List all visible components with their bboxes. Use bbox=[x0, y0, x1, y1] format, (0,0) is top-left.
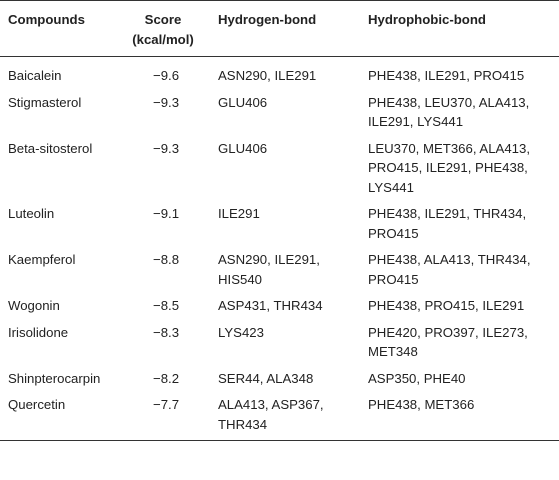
cell-hydrogen-bond: SER44, ALA348 bbox=[218, 370, 314, 386]
header-hydrophobic-bond: Hydrophobic-bond bbox=[360, 0, 559, 57]
cell-hydrophobic-bond: PHE438, PRO415, ILE291 bbox=[368, 298, 525, 313]
header-hydrogen-bond: Hydrogen-bond bbox=[210, 0, 360, 57]
cell-score: −7.7 bbox=[116, 390, 210, 441]
cell-compound: Luteolin bbox=[8, 206, 55, 221]
cell-hydrophobic-bond: PHE438, ILE291, THR434, PRO415 bbox=[368, 206, 527, 241]
cell-hydrogen-bond: LYS423 bbox=[218, 324, 264, 340]
cell-hydrophobic-bond: PHE438, ILE291, PRO415 bbox=[368, 68, 525, 83]
cell-compound: Kaempferol bbox=[8, 252, 76, 267]
cell-hydrophobic-bond: PHE438, ALA413, THR434, PRO415 bbox=[368, 252, 531, 287]
cell-hydrophobic-bond: ASP350, PHE40 bbox=[368, 370, 466, 386]
cell-score: −8.2 bbox=[153, 370, 180, 386]
table-header: Compounds Score (kcal/mol) Hydrogen-bond… bbox=[0, 0, 559, 57]
cell-score: −8.8 bbox=[153, 252, 180, 267]
cell-hydrophobic-bond: PHE438, LEU370, ALA413, ILE291, LYS441 bbox=[368, 94, 530, 130]
table-row: Beta-sitosterol −9.3 GLU406 LEU370, MET3… bbox=[0, 134, 559, 200]
cell-compound: Shinpterocarpin bbox=[8, 370, 101, 386]
cell-hydrogen-bond: ASN290, ILE291, HIS540 bbox=[218, 252, 320, 287]
docking-results-table: Compounds Score (kcal/mol) Hydrogen-bond… bbox=[0, 0, 559, 441]
table-row: Shinpterocarpin −8.2 SER44, ALA348 ASP35… bbox=[0, 364, 559, 391]
cell-compound: Stigmasterol bbox=[8, 94, 82, 110]
cell-hydrophobic-bond: LEU370, MET366, ALA413, PRO415, ILE291, … bbox=[368, 140, 531, 195]
cell-hydrogen-bond: ASP431, THR434 bbox=[218, 298, 323, 313]
cell-compound: Wogonin bbox=[8, 298, 60, 313]
table-row: Wogonin −8.5 ASP431, THR434 PHE438, PRO4… bbox=[0, 291, 559, 318]
table-row: Stigmasterol −9.3 GLU406 PHE438, LEU370,… bbox=[0, 88, 559, 134]
cell-hydrogen-bond: GLU406 bbox=[218, 140, 268, 156]
cell-score: −9.1 bbox=[153, 206, 180, 221]
cell-compound: Beta-sitosterol bbox=[8, 140, 93, 156]
table-row: Kaempferol −8.8 ASN290, ILE291, HIS540 P… bbox=[0, 245, 559, 291]
cell-hydrophobic-bond: PHE438, MET366 bbox=[360, 390, 559, 441]
cell-hydrogen-bond: ALA413, ASP367, THR434 bbox=[210, 390, 360, 441]
table-row: Irisolidone −8.3 LYS423 PHE420, PRO397, … bbox=[0, 318, 559, 364]
header-compounds: Compounds bbox=[0, 0, 116, 57]
table-row: Luteolin −9.1 ILE291 PHE438, ILE291, THR… bbox=[0, 199, 559, 245]
cell-score: −8.3 bbox=[153, 324, 180, 340]
cell-score: −9.3 bbox=[153, 140, 180, 156]
header-row: Compounds Score (kcal/mol) Hydrogen-bond… bbox=[0, 0, 559, 57]
cell-hydrophobic-bond: PHE420, PRO397, ILE273, MET348 bbox=[368, 324, 528, 360]
cell-hydrogen-bond: GLU406 bbox=[218, 94, 268, 110]
cell-compound: Irisolidone bbox=[8, 324, 69, 340]
table-body: Baicalein −9.6 ASN290, ILE291 PHE438, IL… bbox=[0, 57, 559, 441]
cell-score: −9.3 bbox=[153, 94, 180, 110]
cell-hydrogen-bond: ASN290, ILE291 bbox=[218, 68, 317, 83]
cell-score: −8.5 bbox=[153, 298, 180, 313]
header-score: Score (kcal/mol) bbox=[116, 0, 210, 57]
cell-compound: Baicalein bbox=[8, 68, 62, 83]
table-row: Quercetin −7.7 ALA413, ASP367, THR434 PH… bbox=[0, 390, 559, 441]
cell-hydrogen-bond: ILE291 bbox=[218, 206, 260, 221]
cell-compound: Quercetin bbox=[0, 390, 116, 441]
table-row: Baicalein −9.6 ASN290, ILE291 PHE438, IL… bbox=[0, 57, 559, 88]
cell-score: −9.6 bbox=[153, 68, 180, 83]
